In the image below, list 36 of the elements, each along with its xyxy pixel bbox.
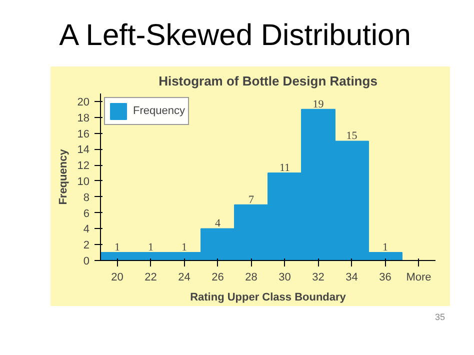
y-tick-label: 2	[83, 240, 90, 252]
x-tick-label: 30	[278, 272, 291, 284]
y-tick-label: 10	[77, 176, 90, 188]
x-tick-label: 32	[312, 272, 324, 284]
y-tick-label: 0	[83, 256, 90, 268]
text: 15	[346, 130, 358, 142]
x-tick-label: 24	[178, 272, 190, 284]
y-tick-label: 20	[77, 96, 90, 108]
y-tick-label: 18	[77, 112, 90, 124]
x-tick-label: 36	[379, 272, 392, 284]
text: A Left-Skewed Distribution	[59, 18, 411, 54]
y-tick-label: 6	[83, 208, 90, 220]
x-axis-title: Rating Upper Class Boundary	[190, 292, 347, 304]
x-tick-label: 34	[346, 272, 358, 284]
y-tick-label: 4	[83, 224, 90, 236]
text: 7	[248, 194, 254, 206]
text: 11	[279, 162, 290, 174]
text: 35	[434, 311, 445, 324]
x-tick-label: 22	[144, 272, 157, 284]
text: 19	[312, 98, 324, 110]
x-tick-label: 28	[245, 272, 258, 284]
y-tick-label: 14	[77, 144, 90, 156]
y-axis-title: Frequency	[57, 148, 70, 205]
text: 1	[114, 242, 120, 254]
x-tick-label: 20	[111, 272, 124, 284]
y-tick-label: 16	[77, 128, 90, 140]
chart-title: Histogram of Bottle Design Ratings	[158, 74, 378, 88]
y-tick-label: 12	[77, 160, 90, 172]
text: 1	[382, 242, 388, 254]
x-tick-label: 26	[212, 272, 224, 284]
x-tick-label: More	[406, 272, 432, 284]
text: 4	[215, 218, 220, 230]
y-tick-label: 8	[83, 192, 90, 204]
text: 1	[182, 242, 187, 254]
text: 1	[148, 242, 154, 254]
legend-label: Frequency	[133, 105, 185, 117]
